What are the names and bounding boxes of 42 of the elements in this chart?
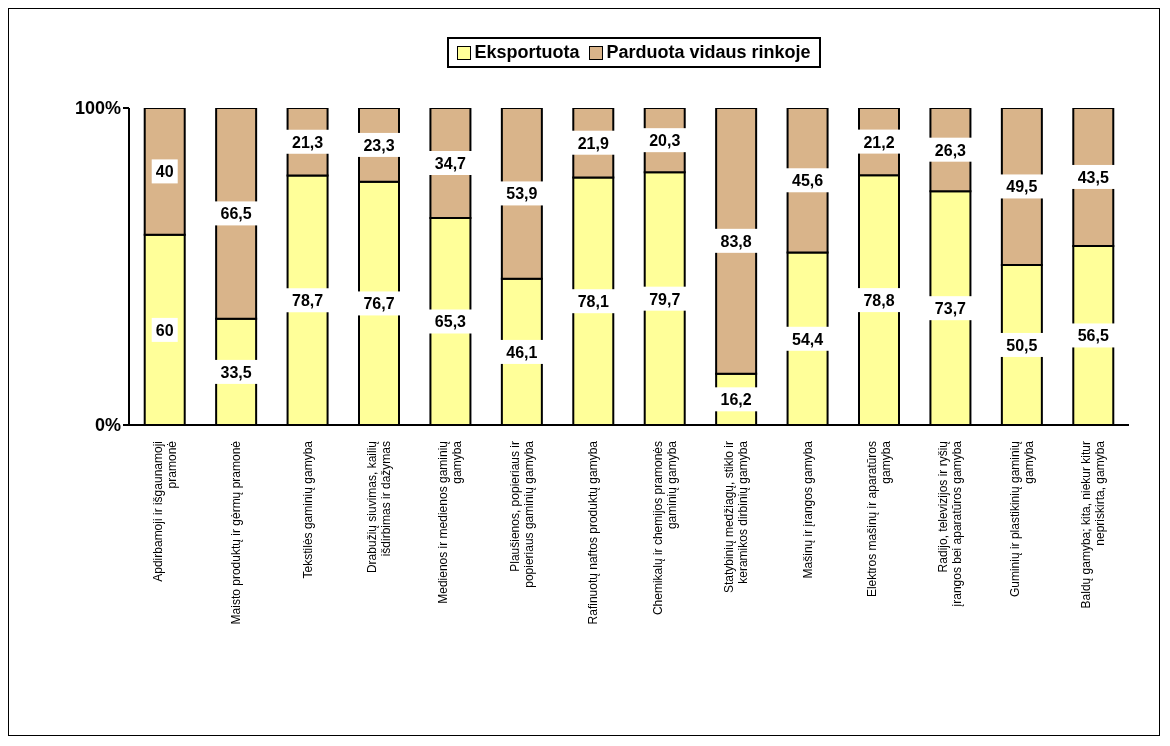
data-label: 43,5	[1077, 168, 1109, 186]
x-tick-label: Tekstilės gaminių gamyba	[300, 440, 315, 579]
data-label: 54,4	[792, 330, 824, 348]
x-tick-label: Maisto produktų ir gėrmų pramonė	[229, 440, 244, 625]
data-label: 76,7	[363, 295, 395, 313]
x-tick-label: Medienos ir medienos gaminių gamyba	[436, 440, 465, 604]
data-label: 66,5	[220, 205, 252, 223]
data-label: 73,7	[934, 300, 967, 318]
data-label: 16,2	[720, 391, 752, 409]
x-tick-label: Elektros mašinų ir aparatūros gamyba	[865, 440, 893, 598]
data-label: 60	[155, 321, 174, 339]
data-label: 56,5	[1077, 327, 1109, 345]
data-label: 21,2	[863, 133, 895, 151]
data-label: 78,1	[577, 293, 609, 311]
data-label: 34,7	[434, 155, 467, 172]
x-tick-label: Guminių ir plastikinių gaminių gamyba	[1007, 440, 1036, 598]
y-tick-label: 100%	[74, 98, 121, 119]
data-label: 20,3	[649, 132, 681, 150]
data-label: 65,3	[434, 313, 467, 331]
data-label: 50,5	[1006, 336, 1038, 354]
data-label: 46,1	[506, 343, 538, 361]
data-label: 45,6	[792, 172, 824, 190]
data-label: 21,3	[292, 133, 324, 151]
data-label: 21,9	[577, 134, 609, 152]
x-tick-label: Drabužių siuvimas, kailių išdirbimas ir dažymas	[365, 440, 393, 574]
data-label: 26,3	[934, 141, 967, 159]
x-tick-label: Rafinuotų naftos produktų gamyba	[586, 440, 601, 625]
legend-label: Eksportuota	[473, 42, 580, 63]
data-label: 83,8	[720, 232, 752, 250]
x-tick-label: Apdirbamoji ir išgaunamoji pramonė	[150, 440, 179, 582]
data-label: 40	[155, 163, 174, 181]
data-label: 49,5	[1006, 178, 1038, 196]
data-label: 78,8	[863, 292, 895, 310]
data-label: 23,3	[363, 136, 395, 154]
data-label: 78,7	[292, 292, 324, 310]
data-label: 33,5	[220, 363, 252, 381]
data-label: 79,7	[649, 290, 681, 308]
x-tick-label: Chemikalų ir chemijos pramonės gaminių gamyba	[650, 440, 679, 616]
x-tick-label: Mašinų ir įrangos gamyba	[800, 440, 815, 579]
y-tick-label: 0%	[94, 415, 121, 436]
data-label: 53,9	[506, 185, 538, 203]
legend-label: Parduota vidaus rinkoje	[605, 42, 811, 63]
